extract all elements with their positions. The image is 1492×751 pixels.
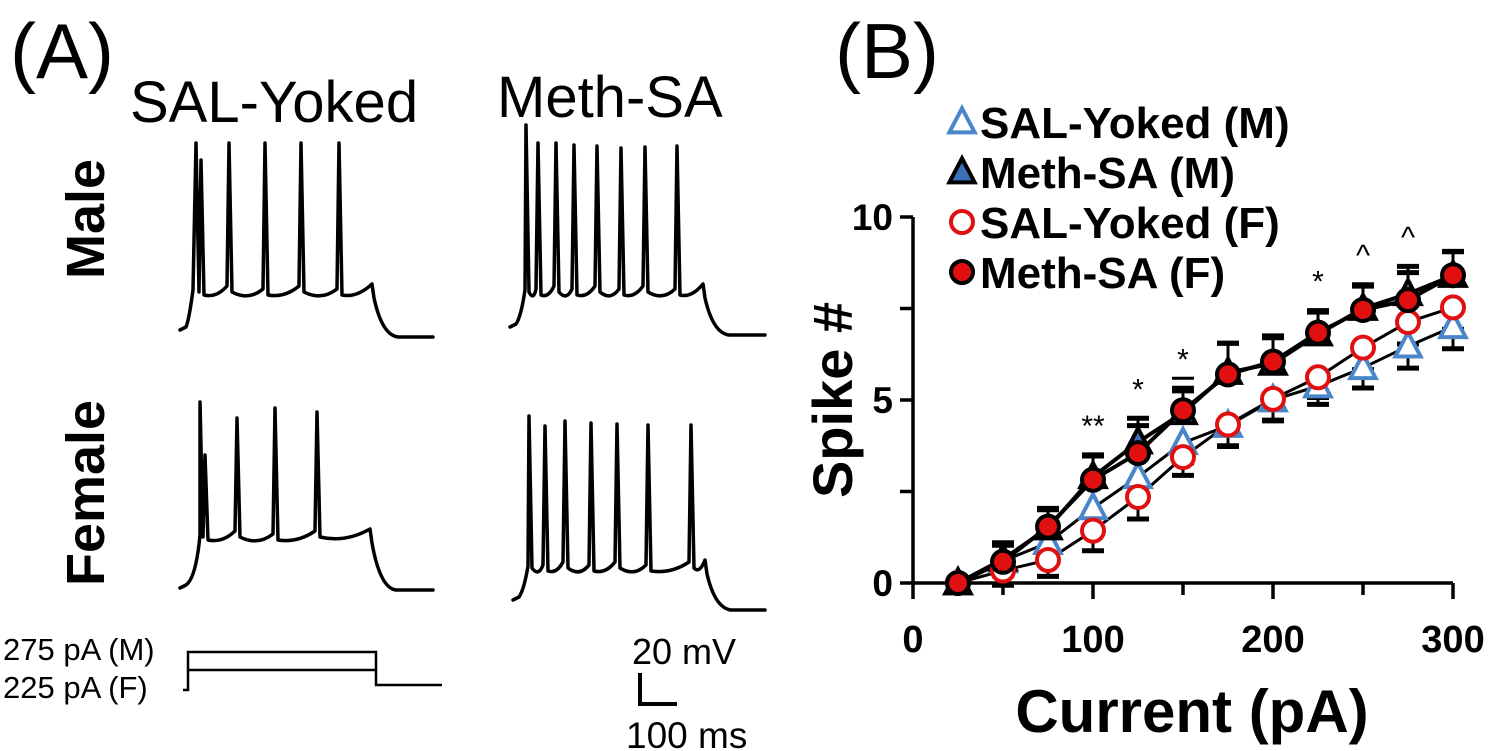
y-tick-label: 0 — [872, 563, 893, 604]
series-line-meth-sa-f — [957, 273, 1454, 585]
data-point — [1260, 385, 1286, 412]
panel-a-label: (A) — [10, 7, 114, 95]
significance-marker: ** — [1081, 410, 1105, 443]
panel-b: (B) SAL-Yoked (M)Meth-SA (M)SAL-Yoked (F… — [801, 7, 1485, 745]
data-point — [1260, 348, 1286, 375]
col-title-meth-sa: Meth-SA — [497, 65, 723, 130]
panel-a: (A) SAL-Yoked Meth-SA Male Female 275 pA… — [3, 7, 767, 751]
x-axis-label: Current (pA) — [1015, 678, 1368, 745]
series-line-sal-yoked-m — [957, 325, 1454, 585]
y-tick-label: 5 — [872, 380, 893, 421]
series-line-sal-yoked-f — [957, 305, 1454, 585]
row-title-female: Female — [56, 400, 116, 586]
legend-marker — [946, 153, 978, 185]
scale-bar-time-label: 100 ms — [626, 715, 747, 751]
data-point — [1035, 546, 1061, 573]
data-point — [1437, 308, 1469, 340]
legend: SAL-Yoked (M)Meth-SA (M)SAL-Yoked (F)Met… — [946, 99, 1290, 298]
data-point — [1035, 513, 1061, 540]
legend-marker — [946, 103, 978, 135]
panel-b-label: (B) — [835, 7, 939, 95]
data-point — [1125, 440, 1151, 467]
data-point — [1122, 458, 1154, 490]
data-point — [1350, 296, 1376, 323]
data-point — [945, 570, 971, 596]
x-tick-label: 100 — [1061, 619, 1124, 661]
data-point — [1170, 397, 1196, 424]
scale-bar — [638, 673, 677, 706]
data-point — [1392, 328, 1424, 359]
legend-marker — [949, 259, 975, 285]
legend-label: SAL-Yoked (F) — [980, 199, 1280, 248]
legend-marker — [949, 209, 975, 235]
data-point — [1080, 517, 1106, 544]
current-step-male — [183, 650, 442, 692]
x-tick-label: 300 — [1421, 619, 1484, 661]
legend-label: Meth-SA (F) — [980, 249, 1225, 298]
data-point — [1125, 483, 1151, 510]
significance-marker: ^ — [1401, 221, 1415, 254]
col-title-sal-yoked: SAL-Yoked — [130, 70, 418, 135]
data-point — [1305, 319, 1331, 346]
legend-label: Meth-SA (M) — [980, 149, 1235, 198]
data-point — [1215, 361, 1241, 388]
data-point — [1347, 349, 1379, 381]
step-label-female: 225 pA (F) — [3, 670, 148, 705]
y-axis-label: Spike # — [801, 302, 864, 498]
legend-label: SAL-Yoked (M) — [980, 99, 1290, 148]
data-point — [1215, 411, 1241, 438]
data-point — [1395, 309, 1421, 336]
step-label-male: 275 pA (M) — [3, 632, 155, 667]
trace-male-sal-yoked — [178, 141, 435, 339]
y-tick-label: 10 — [852, 197, 893, 238]
data-point — [990, 548, 1016, 575]
data-point — [1440, 294, 1466, 321]
trace-male-meth-sa — [508, 123, 767, 337]
data-point — [1305, 364, 1331, 391]
significance-marker: * — [1177, 343, 1189, 376]
scale-bar-voltage-label: 20 mV — [632, 631, 736, 672]
significance-marker: ^ — [1356, 240, 1370, 273]
significance-marker: * — [1132, 373, 1144, 406]
significance-marker: * — [1312, 266, 1324, 299]
x-tick-label: 200 — [1241, 619, 1304, 661]
x-tick-label: 0 — [902, 619, 923, 661]
row-title-male: Male — [56, 159, 116, 279]
plot-area: *****^^ — [942, 221, 1469, 596]
data-point — [1350, 334, 1376, 361]
data-point — [1170, 444, 1196, 471]
data-point — [1395, 287, 1421, 314]
trace-female-meth-sa — [511, 414, 767, 612]
trace-female-sal-yoked — [178, 400, 435, 592]
data-point — [1077, 489, 1109, 521]
data-point — [1080, 466, 1106, 493]
data-point — [1440, 262, 1466, 289]
